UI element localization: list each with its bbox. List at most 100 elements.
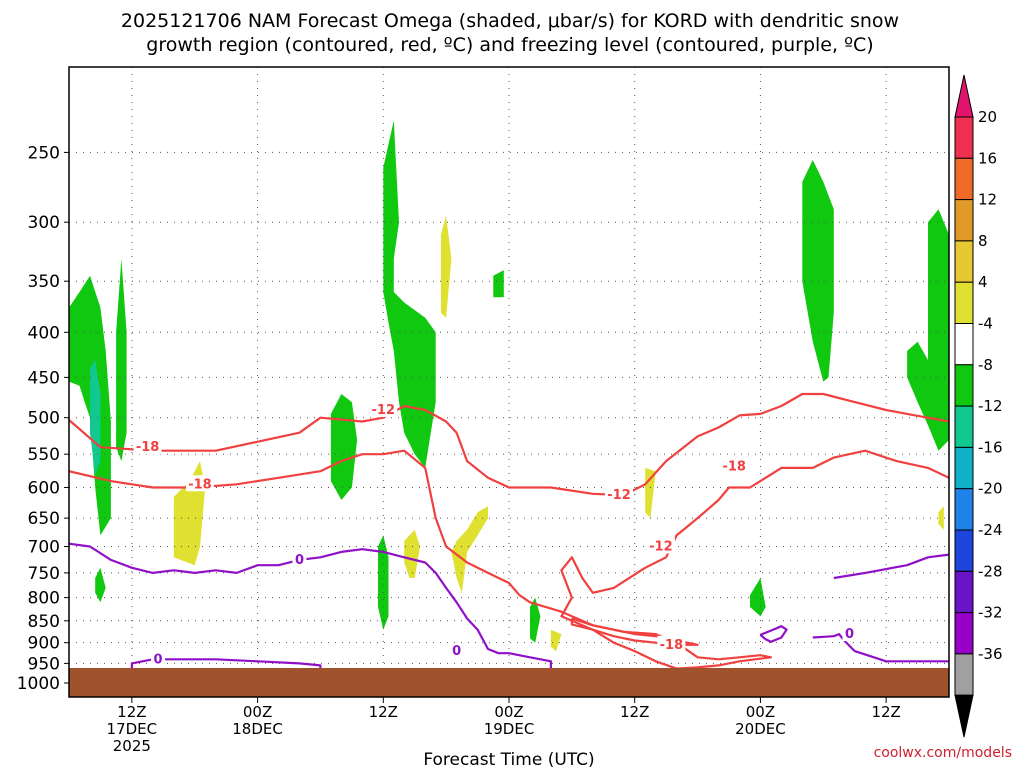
colorbar-swatch-3 xyxy=(954,240,974,283)
colorbar-label-4: 4 xyxy=(978,273,988,291)
dgz-label-1: -12 xyxy=(372,403,396,418)
dgz-label-bg-5 xyxy=(646,537,675,554)
freezing-contour-closed xyxy=(759,625,788,643)
chart-title-line-2: growth region (contoured, red, ºC) and f… xyxy=(146,34,873,56)
colorbar-label--12: -12 xyxy=(978,397,1003,415)
colorbar-swatch-1 xyxy=(954,157,974,201)
dgz-label-0: -18 xyxy=(136,440,160,455)
ytick-label-950: 950 xyxy=(28,654,60,674)
omega-region-6 xyxy=(493,270,504,298)
colorbar-swatch-9 xyxy=(954,488,974,531)
colorbar-label--24: -24 xyxy=(978,521,1003,539)
dgz-label-3: -12 xyxy=(607,488,631,503)
ytick-label-650: 650 xyxy=(28,509,60,529)
dgz-contour-closed_18 xyxy=(570,617,699,646)
colorbar-label--32: -32 xyxy=(978,604,1003,622)
omega-region-8 xyxy=(750,578,766,617)
xtick-label-6-0: 12Z xyxy=(117,703,146,721)
freezing-label-1: 0 xyxy=(154,652,163,667)
omega-region-14 xyxy=(451,506,488,593)
omega-region-2 xyxy=(95,567,106,603)
freezing-label-3: 0 xyxy=(845,627,854,642)
xtick-label-30-0: 12Z xyxy=(369,703,398,721)
colorbar-swatch-2 xyxy=(954,199,974,242)
colorbar-label--28: -28 xyxy=(978,562,1003,580)
colorbar-label--16: -16 xyxy=(978,438,1003,456)
dgz-label-bg-0 xyxy=(133,438,162,455)
xtick-label-42-0: 00Z xyxy=(494,703,523,721)
colorbar-swatch-4 xyxy=(954,281,974,325)
ground-surface xyxy=(69,668,949,697)
xtick-label-6-1: 17DEC xyxy=(107,720,158,738)
dgz-label-5: -12 xyxy=(649,539,673,554)
dgz-contour-lower_12 xyxy=(69,449,949,670)
colorbar-swatch-6 xyxy=(954,364,974,407)
ytick-label-350: 350 xyxy=(28,272,60,292)
freezing-contour-upper_right xyxy=(833,553,949,580)
xtick-label-18-1: 18DEC xyxy=(232,720,283,738)
xtick-label-66-1: 20DEC xyxy=(735,720,786,738)
dgz-label-6: -18 xyxy=(660,638,684,653)
y-axis-ticks: 2503003504004505005506006507007508008509… xyxy=(17,143,69,694)
omega-region-16 xyxy=(550,629,562,652)
xtick-label-42-1: 19DEC xyxy=(484,720,535,738)
dgz-label-bg-1 xyxy=(369,400,398,417)
colorbar-bottom-arrow xyxy=(954,694,974,738)
omega-region-15 xyxy=(404,529,420,578)
ytick-label-250: 250 xyxy=(28,143,60,163)
freezing-label-0: 0 xyxy=(295,553,304,568)
ytick-label-450: 450 xyxy=(28,368,60,388)
colorbar-swatch-11 xyxy=(954,570,974,614)
colorbar-swatch-8 xyxy=(954,446,974,490)
freezing-label-bg-2 xyxy=(449,643,464,659)
gridlines xyxy=(69,67,949,697)
dgz-label-bg-3 xyxy=(605,486,633,503)
omega-region-9 xyxy=(802,160,834,382)
colorbar-label-16: 16 xyxy=(978,149,997,167)
omega-region-0 xyxy=(69,275,111,536)
omega-region-7 xyxy=(530,597,541,643)
colorbar-swatch-13 xyxy=(954,653,974,696)
ytick-label-1000: 1000 xyxy=(17,674,60,694)
xtick-label-54-0: 12Z xyxy=(620,703,649,721)
dgz-contour-upper_18 xyxy=(69,392,949,497)
omega-region-4 xyxy=(383,120,436,468)
contours: -18 -12 -18 -12 -18 -12 -18 0 0 0 0 xyxy=(69,392,949,674)
ytick-label-300: 300 xyxy=(28,213,60,233)
ytick-label-400: 400 xyxy=(28,323,60,343)
omega-region-5 xyxy=(378,535,389,630)
freezing-label-bg-3 xyxy=(842,626,857,642)
dgz-label-bg-2 xyxy=(185,475,214,492)
colorbar-label--4: -4 xyxy=(978,315,993,333)
freezing-label-bg-1 xyxy=(151,651,166,667)
ytick-label-700: 700 xyxy=(28,537,60,557)
freezing-contour-right xyxy=(812,632,949,663)
ytick-label-600: 600 xyxy=(28,478,60,498)
omega-region-13 xyxy=(440,215,452,318)
xtick-label-66-0: 00Z xyxy=(746,703,775,721)
colorbar-swatch-10 xyxy=(954,529,974,572)
colorbar-swatch-7 xyxy=(954,405,974,448)
xtick-label-6-2: 2025 xyxy=(113,737,151,755)
ytick-label-500: 500 xyxy=(28,409,60,429)
omega-region-1 xyxy=(116,258,127,462)
dgz-label-2: -18 xyxy=(188,477,212,492)
colorbar-label-8: 8 xyxy=(978,232,988,250)
ytick-label-900: 900 xyxy=(28,634,60,654)
colorbar-label-12: 12 xyxy=(978,191,997,209)
ytick-label-750: 750 xyxy=(28,564,60,584)
colorbar-label--20: -20 xyxy=(978,480,1003,498)
omega-region-18 xyxy=(938,506,944,530)
freezing-contour-main xyxy=(69,542,553,674)
plot-area: -18 -12 -18 -12 -18 -12 -18 0 0 0 0 xyxy=(68,66,950,698)
colorbar-swatch-5 xyxy=(954,323,974,366)
omega-region-10 xyxy=(907,209,949,451)
ytick-label-800: 800 xyxy=(28,589,60,609)
colorbar-label--36: -36 xyxy=(978,645,1003,663)
colorbar-swatch-12 xyxy=(954,612,974,655)
colorbar: 20 16 12 8 4 -4 -8 -12 -16 -20 -24 -28 -32 -36 xyxy=(954,74,1003,738)
xtick-label-78-0: 12Z xyxy=(871,703,900,721)
freezing-label-2: 0 xyxy=(452,644,461,659)
colorbar-label-20: 20 xyxy=(978,108,997,126)
